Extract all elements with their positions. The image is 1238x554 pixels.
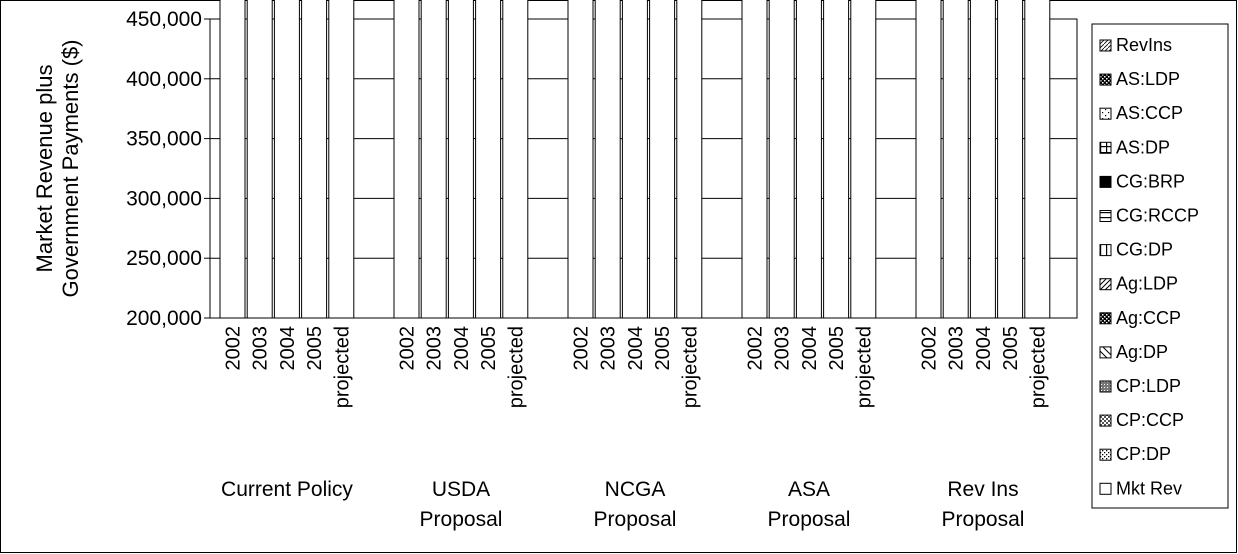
legend-swatch xyxy=(1099,175,1112,188)
legend-entry: AS:DP xyxy=(1116,137,1170,157)
legend-swatch xyxy=(1099,278,1112,291)
x-tick-label: projected xyxy=(505,326,527,408)
bar-segment xyxy=(594,0,621,319)
legend-entry: AS:CCP xyxy=(1116,103,1183,123)
y-tick-label: 250,000 xyxy=(126,247,202,270)
bar-segment xyxy=(393,0,420,319)
x-tick-label: 2002 xyxy=(745,326,767,371)
group-label: ASA xyxy=(788,478,830,501)
bar-segment xyxy=(1024,0,1051,319)
bar-segment xyxy=(246,0,273,319)
bar-segment xyxy=(567,0,594,319)
y-axis-label: Market Revenue plus xyxy=(32,65,57,273)
y-axis-label: Government Payments ($) xyxy=(58,40,83,298)
y-tick-label: 200,000 xyxy=(126,307,202,330)
legend-entry: CP:LDP xyxy=(1116,376,1181,396)
x-tick-label: 2004 xyxy=(973,326,995,371)
x-tick-label: 2002 xyxy=(397,326,419,371)
legend-entry: CP:DP xyxy=(1116,444,1171,464)
bar-segment xyxy=(475,0,502,319)
x-tick-label: 2002 xyxy=(571,326,593,371)
legend-swatch xyxy=(1099,141,1112,154)
bar-segment xyxy=(768,0,795,319)
bar-segment xyxy=(795,0,822,319)
y-tick-label: 350,000 xyxy=(126,128,202,151)
bar-segment xyxy=(823,0,850,319)
bar-segment xyxy=(328,0,355,319)
legend-swatch xyxy=(1099,414,1112,427)
bar-segment xyxy=(502,0,529,319)
y-tick-label: 400,000 xyxy=(126,68,202,91)
group-label: Proposal xyxy=(420,508,503,531)
legend-entry: Ag:CCP xyxy=(1116,308,1181,328)
x-tick-label: projected xyxy=(853,326,875,408)
legend-swatch xyxy=(1099,107,1112,120)
bar-segment xyxy=(741,0,768,319)
legend-entry: AS:LDP xyxy=(1116,69,1180,89)
legend-entry: Ag:DP xyxy=(1116,342,1168,362)
group-label: Current Policy xyxy=(221,478,353,501)
group-label: USDA xyxy=(432,478,490,501)
x-tick-label: 2004 xyxy=(277,326,299,371)
bar-segment xyxy=(447,0,474,319)
legend-entry: CG:RCCP xyxy=(1116,206,1199,226)
legend-swatch xyxy=(1099,312,1112,325)
x-tick-label: 2003 xyxy=(772,326,794,371)
y-tick-label: 300,000 xyxy=(126,187,202,210)
legend-swatch xyxy=(1099,482,1112,495)
x-tick-label: 2003 xyxy=(946,326,968,371)
group-label: Proposal xyxy=(768,508,851,531)
x-tick-label: 2005 xyxy=(304,326,326,371)
legend-entry: CG:DP xyxy=(1116,240,1173,260)
x-tick-label: 2003 xyxy=(250,326,272,371)
x-tick-label: 2003 xyxy=(424,326,446,371)
x-tick-label: 2005 xyxy=(826,326,848,371)
bar-segment xyxy=(850,0,877,319)
x-tick-label: 2002 xyxy=(919,326,941,371)
group-label: NCGA xyxy=(605,478,666,501)
legend-swatch xyxy=(1099,210,1112,222)
bar-segment xyxy=(301,0,328,319)
legend-swatch xyxy=(1099,448,1112,461)
legend-entry: RevIns xyxy=(1116,35,1172,55)
bar-segment xyxy=(915,0,942,319)
x-tick-label: projected xyxy=(1027,326,1049,408)
bar-segment xyxy=(621,0,648,319)
x-tick-label: 2004 xyxy=(451,326,473,371)
legend-swatch xyxy=(1099,73,1112,86)
legend-entry: Mkt Rev xyxy=(1116,478,1182,498)
bar-segment xyxy=(273,0,300,319)
x-tick-label: 2004 xyxy=(625,326,647,371)
x-tick-label: 2003 xyxy=(598,326,620,371)
group-label: Rev Ins xyxy=(947,478,1018,501)
x-tick-label: 2002 xyxy=(223,326,245,371)
bar-segment xyxy=(676,0,703,319)
x-tick-label: 2005 xyxy=(652,326,674,371)
y-tick-label: 450,000 xyxy=(126,8,202,31)
group-label: Proposal xyxy=(594,508,677,531)
x-tick-label: projected xyxy=(679,326,701,408)
bar-segment xyxy=(219,0,246,319)
group-label: Proposal xyxy=(942,508,1025,531)
x-tick-label: 2004 xyxy=(799,326,821,371)
legend-swatch xyxy=(1099,346,1112,359)
legend-entry: CP:CCP xyxy=(1116,410,1184,430)
legend-swatch xyxy=(1099,380,1112,393)
bar-segment xyxy=(649,0,676,319)
x-tick-label: projected xyxy=(331,326,353,408)
legend-entry: CG:BRP xyxy=(1116,171,1185,191)
legend-box xyxy=(1091,23,1229,509)
bar-segment xyxy=(420,0,447,319)
bar-segment xyxy=(942,0,969,319)
bar-segment xyxy=(969,0,996,319)
legend-swatch xyxy=(1099,244,1112,257)
x-tick-label: 2005 xyxy=(478,326,500,371)
x-tick-label: 2005 xyxy=(1000,326,1022,371)
bar-segment xyxy=(997,0,1024,319)
legend-entry: Ag:LDP xyxy=(1116,274,1178,294)
legend-swatch xyxy=(1099,39,1112,52)
